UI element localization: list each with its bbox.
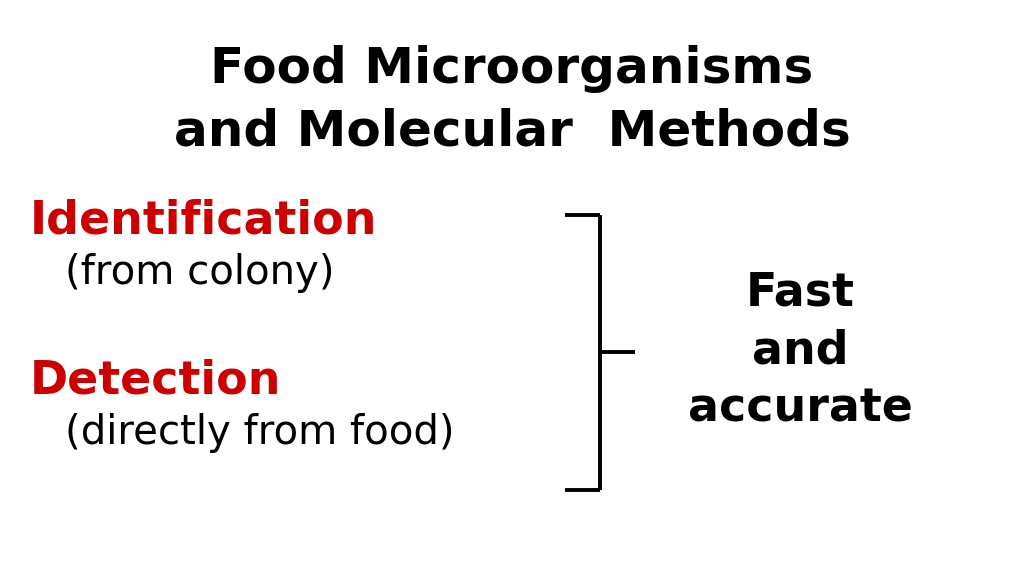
- Text: Identification: Identification: [30, 198, 378, 243]
- Text: Food Microorganisms: Food Microorganisms: [210, 45, 814, 93]
- Text: (directly from food): (directly from food): [65, 413, 455, 453]
- Text: and: and: [752, 328, 848, 373]
- Text: Detection: Detection: [30, 358, 282, 403]
- Text: and Molecular  Methods: and Molecular Methods: [174, 108, 850, 156]
- Text: accurate: accurate: [687, 386, 912, 431]
- Text: Fast: Fast: [745, 270, 854, 315]
- Text: (from colony): (from colony): [65, 253, 335, 293]
